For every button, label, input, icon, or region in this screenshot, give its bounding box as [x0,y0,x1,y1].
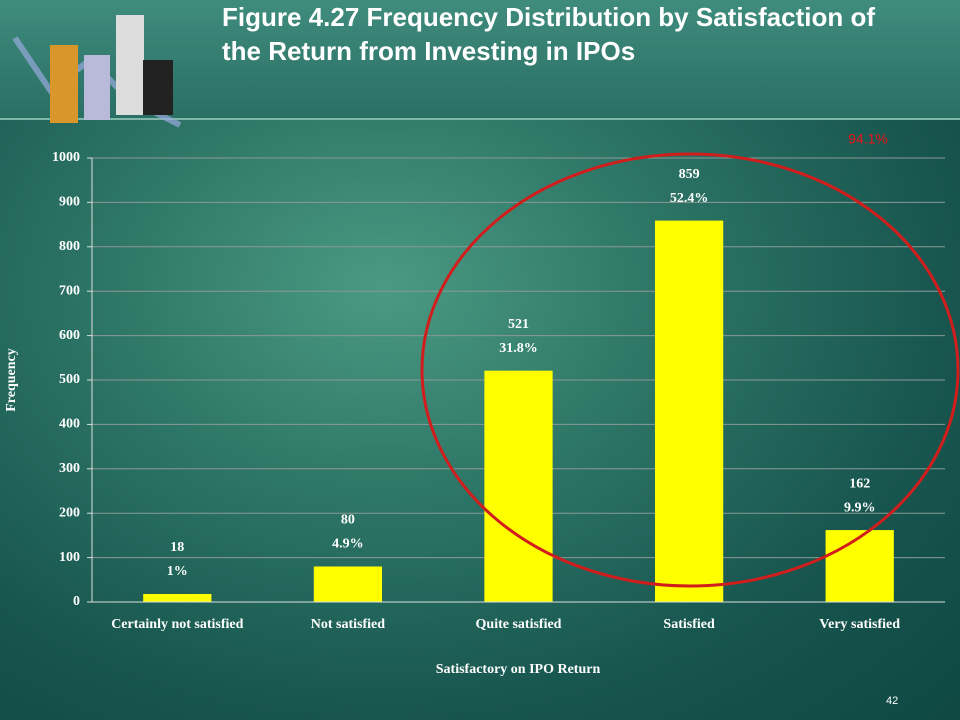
y-tick-label: 0 [73,594,80,609]
bar [825,530,894,602]
y-tick-label: 100 [59,550,80,565]
percent-label: 9.9% [844,500,876,515]
bar [654,220,724,602]
y-tick-label: 800 [59,239,80,254]
x-axis-label: Satisfactory on IPO Return [436,662,601,677]
value-label: 162 [849,476,870,491]
x-tick-label: Very satisfied [819,617,901,632]
value-label: 18 [170,540,184,555]
bar [143,594,212,602]
y-tick-label: 700 [59,283,80,298]
y-tick-label: 1000 [52,150,80,165]
x-tick-label: Satisfied [663,617,715,632]
value-label: 859 [679,167,700,182]
percent-label: 1% [167,564,188,579]
y-tick-label: 500 [59,372,80,387]
y-tick-label: 200 [59,505,80,520]
highlight-ellipse [420,152,960,588]
y-tick-label: 600 [59,328,80,343]
value-label: 80 [341,513,355,528]
logo-icon [12,15,182,128]
title: Figure 4.27 Frequency Distribution by Sa… [222,2,875,66]
value-label: 521 [508,317,529,332]
y-tick-label: 900 [59,195,80,210]
y-axis-label: Frequency [4,348,19,412]
percent-label: 52.4% [670,191,709,206]
bar [313,566,383,602]
y-tick-label: 300 [59,461,80,476]
percent-label: 31.8% [499,341,538,356]
x-tick-label: Quite satisfied [475,617,562,632]
page-number: 42 [886,695,899,707]
annotation: 94.1% [848,131,888,147]
y-tick-label: 400 [59,417,80,432]
x-tick-label: Not satisfied [310,617,386,632]
bar [484,370,553,602]
x-tick-label: Certainly not satisfied [111,617,244,632]
percent-label: 4.9% [332,537,364,552]
